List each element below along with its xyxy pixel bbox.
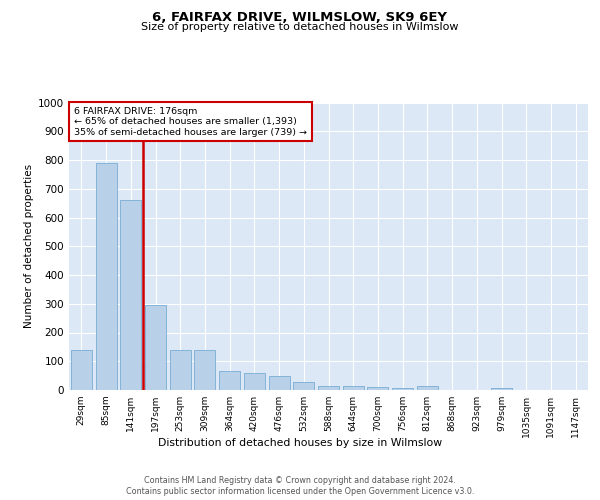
Bar xyxy=(145,305,166,390)
Text: 6, FAIRFAX DRIVE, WILMSLOW, SK9 6EY: 6, FAIRFAX DRIVE, WILMSLOW, SK9 6EY xyxy=(152,11,448,24)
Text: Size of property relative to detached houses in Wilmslow: Size of property relative to detached ho… xyxy=(141,22,459,32)
Bar xyxy=(244,373,265,390)
Bar xyxy=(392,388,413,390)
Bar xyxy=(219,372,240,390)
Bar xyxy=(170,350,191,390)
Text: Distribution of detached houses by size in Wilmslow: Distribution of detached houses by size … xyxy=(158,438,442,448)
Text: Contains HM Land Registry data © Crown copyright and database right 2024.: Contains HM Land Registry data © Crown c… xyxy=(144,476,456,485)
Bar xyxy=(417,386,438,390)
Bar xyxy=(95,163,116,390)
Text: 6 FAIRFAX DRIVE: 176sqm
← 65% of detached houses are smaller (1,393)
35% of semi: 6 FAIRFAX DRIVE: 176sqm ← 65% of detache… xyxy=(74,107,307,136)
Y-axis label: Number of detached properties: Number of detached properties xyxy=(24,164,34,328)
Text: Contains public sector information licensed under the Open Government Licence v3: Contains public sector information licen… xyxy=(126,488,474,496)
Bar xyxy=(120,200,141,390)
Bar xyxy=(194,350,215,390)
Bar xyxy=(318,386,339,390)
Bar xyxy=(367,387,388,390)
Bar xyxy=(269,376,290,390)
Bar xyxy=(293,382,314,390)
Bar xyxy=(491,388,512,390)
Bar xyxy=(343,386,364,390)
Bar xyxy=(71,350,92,390)
